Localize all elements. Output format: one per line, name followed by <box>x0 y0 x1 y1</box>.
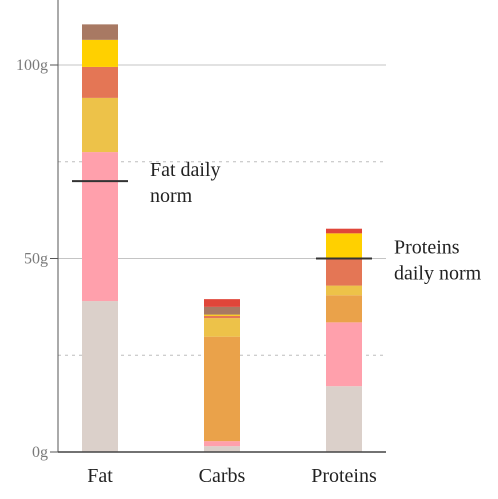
labels-layer: 0g 50g 100g Fat Carbs Proteins Fat daily norm Pr… <box>16 57 482 487</box>
bars-layer <box>82 24 362 452</box>
y-tick-label: 100g <box>16 57 48 74</box>
bar-segment <box>204 336 240 442</box>
bar-segment <box>82 39 118 67</box>
x-category-label: Fat <box>87 465 113 487</box>
norm-label: Fat daily norm <box>150 159 221 207</box>
bar-segment <box>326 233 362 259</box>
bar-segment <box>204 318 240 337</box>
bar-segment <box>326 295 362 323</box>
bar-segment <box>82 66 118 98</box>
norm-label-line: norm <box>150 185 193 207</box>
bar-segment <box>82 24 118 40</box>
bar-segment <box>82 152 118 302</box>
bar-segment <box>204 314 240 316</box>
bar-segment <box>326 285 362 296</box>
bar-segment <box>326 228 362 234</box>
y-tick-label: 0g <box>32 444 48 461</box>
bar-segment <box>82 97 118 153</box>
axes-layer <box>50 0 386 453</box>
norm-label-line: daily norm <box>394 263 482 285</box>
bar-segment <box>326 322 362 387</box>
bar-segment <box>326 258 362 286</box>
bar-segment <box>204 441 240 447</box>
bar-segment <box>204 306 240 315</box>
norm-label: Proteins daily norm <box>394 237 482 285</box>
bar-segment <box>326 386 362 452</box>
bar-segment <box>82 301 118 452</box>
x-category-label: Carbs <box>199 465 246 487</box>
bar-segment <box>204 446 240 452</box>
norms-layer <box>72 180 372 260</box>
norm-label-line: Proteins <box>394 237 460 259</box>
y-tick-label: 50g <box>24 251 48 268</box>
bar-segment <box>204 315 240 319</box>
x-category-label: Proteins <box>311 465 377 487</box>
bar-segment <box>204 299 240 307</box>
norm-label-line: Fat daily <box>150 159 221 181</box>
